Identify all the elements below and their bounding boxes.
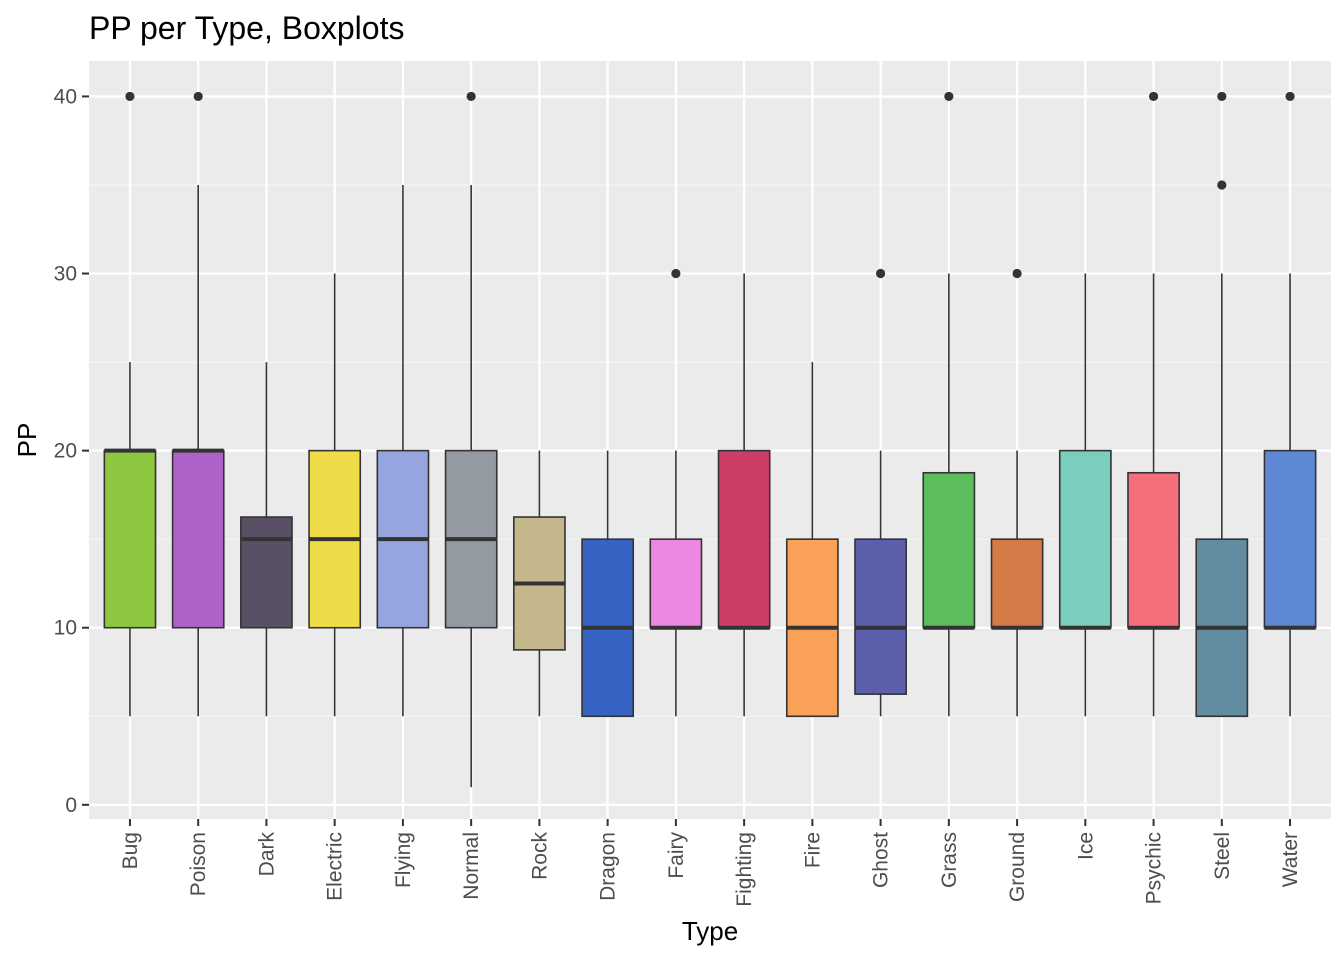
y-tick-label: 10 bbox=[54, 617, 77, 640]
box-group bbox=[103, 91, 157, 717]
x-tick-label: Fairy bbox=[665, 832, 688, 879]
outlier-point bbox=[1217, 91, 1227, 102]
box-group bbox=[854, 268, 907, 717]
y-axis-title: PP bbox=[12, 423, 42, 458]
x-tick-label: Dragon bbox=[597, 832, 620, 901]
y-axis: 0 10 20 30 40 bbox=[54, 85, 89, 817]
box-group bbox=[376, 184, 430, 717]
box-body bbox=[1127, 471, 1180, 629]
x-tick-label: Flying bbox=[392, 832, 415, 888]
box-group bbox=[581, 450, 635, 718]
box-group bbox=[1195, 91, 1249, 718]
box-group bbox=[717, 273, 771, 717]
boxes-layer bbox=[103, 91, 1317, 788]
x-tick-label: Water bbox=[1279, 832, 1302, 887]
outlier-point bbox=[944, 91, 954, 102]
box-group bbox=[1058, 273, 1112, 717]
outlier-point bbox=[466, 91, 476, 102]
y-tick-label: 30 bbox=[54, 263, 77, 286]
x-tick-label: Electric bbox=[324, 832, 347, 901]
box-body bbox=[1058, 449, 1112, 629]
x-tick-label: Fire bbox=[801, 832, 824, 868]
outlier-point bbox=[125, 91, 135, 102]
outlier-point bbox=[1285, 91, 1295, 102]
plot-panel bbox=[89, 61, 1331, 819]
x-tick-label: Steel bbox=[1211, 832, 1234, 880]
outlier-point bbox=[876, 268, 886, 279]
box-group bbox=[785, 362, 839, 718]
minor-gridlines bbox=[89, 184, 1331, 717]
x-tick-label: Rock bbox=[528, 832, 551, 880]
x-tick-label: Dark bbox=[255, 832, 278, 877]
box-group bbox=[990, 268, 1044, 717]
x-tick-label: Grass bbox=[938, 832, 961, 888]
box-group bbox=[649, 268, 703, 717]
box-body bbox=[717, 449, 771, 629]
chart-title: PP per Type, Boxplots bbox=[89, 10, 405, 46]
box-body bbox=[103, 449, 157, 629]
outlier-point bbox=[671, 268, 681, 279]
outlier-point bbox=[1148, 91, 1159, 102]
x-tick-label: Ice bbox=[1074, 832, 1097, 860]
outlier-point bbox=[193, 91, 203, 102]
box-group bbox=[1127, 91, 1180, 717]
box-body bbox=[649, 538, 703, 629]
x-tick-label: Ground bbox=[1006, 832, 1029, 902]
box-body bbox=[854, 538, 907, 695]
box-group bbox=[922, 91, 976, 717]
x-tick-label: Ghost bbox=[870, 832, 893, 888]
x-tick-label: Psychic bbox=[1143, 832, 1166, 904]
outlier-point bbox=[1012, 268, 1022, 279]
box-body bbox=[990, 538, 1044, 629]
y-tick-label: 0 bbox=[65, 794, 77, 817]
y-tick-label: 20 bbox=[54, 440, 77, 463]
box-body bbox=[1263, 449, 1317, 629]
box-body bbox=[240, 516, 293, 629]
box-group bbox=[444, 91, 498, 788]
box-group bbox=[240, 362, 293, 717]
box-group bbox=[513, 450, 566, 717]
x-axis: Bug Poison Dark Electric Flying Normal Rock Dra… bbox=[119, 819, 1302, 907]
y-tick-label: 40 bbox=[54, 85, 77, 108]
box-body bbox=[922, 471, 976, 629]
box-group bbox=[1263, 91, 1317, 717]
box-body bbox=[171, 449, 225, 629]
x-tick-label: Normal bbox=[460, 832, 483, 900]
outlier-point bbox=[1217, 180, 1227, 190]
x-axis-title: Type bbox=[682, 916, 738, 946]
box-group bbox=[308, 273, 362, 717]
x-tick-label: Fighting bbox=[733, 832, 756, 907]
x-tick-label: Bug bbox=[119, 832, 142, 869]
box-group bbox=[171, 91, 225, 717]
x-tick-label: Poison bbox=[187, 832, 210, 896]
